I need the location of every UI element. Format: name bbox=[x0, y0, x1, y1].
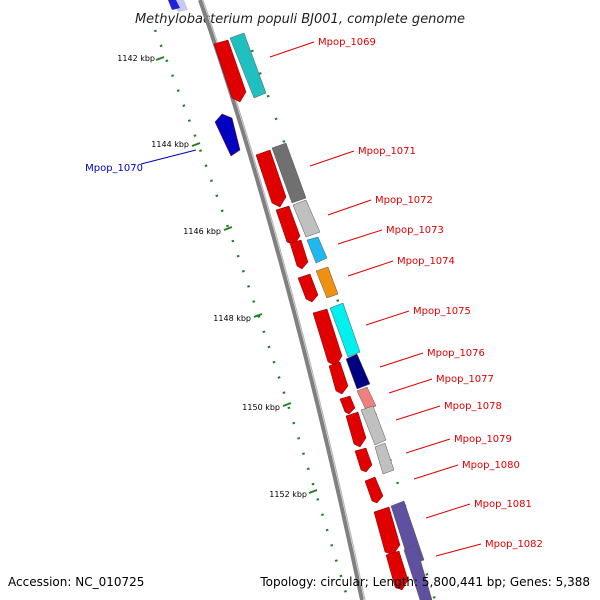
gene-label[interactable]: Mpop_1078 bbox=[444, 401, 502, 412]
cog-box[interactable] bbox=[374, 442, 395, 475]
tick-label: 1146 kbp bbox=[183, 227, 221, 236]
tick-label: 1152 kbp bbox=[269, 490, 307, 499]
gene-label-leader bbox=[347, 260, 394, 277]
gene-label[interactable]: Mpop_1082 bbox=[485, 539, 543, 550]
gene-arrow[interactable] bbox=[214, 113, 241, 157]
cog-box[interactable] bbox=[360, 405, 387, 446]
tick-mark bbox=[308, 489, 318, 494]
gene-arrow[interactable] bbox=[275, 205, 301, 246]
gene-label-leader bbox=[269, 41, 315, 58]
gene-mpop_1075[interactable] bbox=[312, 302, 361, 367]
tick-mark bbox=[191, 142, 201, 147]
cog-box[interactable] bbox=[356, 386, 377, 411]
tick-label: 1144 kbp bbox=[151, 140, 189, 149]
gene-mpop_1074[interactable] bbox=[297, 266, 339, 303]
tick-mark bbox=[253, 313, 263, 318]
cog-box[interactable] bbox=[329, 302, 361, 358]
gene-arrow[interactable] bbox=[297, 273, 319, 303]
gene-mpop_1077[interactable] bbox=[339, 386, 377, 415]
gene-label-leader bbox=[395, 405, 441, 421]
gene-arrow[interactable] bbox=[213, 39, 247, 103]
gene-label-leader bbox=[435, 543, 482, 557]
gene-arrow[interactable] bbox=[373, 506, 401, 556]
gene-mpop_1082[interactable] bbox=[385, 544, 433, 600]
cog-box[interactable] bbox=[292, 199, 321, 238]
gene-label[interactable]: Mpop_1071 bbox=[358, 146, 416, 157]
gene-mpop_1076[interactable] bbox=[328, 353, 371, 395]
gene-layer bbox=[213, 32, 433, 600]
gene-label-leader bbox=[337, 229, 383, 245]
gene-label[interactable]: Mpop_1077 bbox=[436, 374, 494, 385]
tick-label: 1150 kbp bbox=[242, 403, 280, 412]
cog-box[interactable] bbox=[315, 266, 339, 299]
gene-arrow-top-partial-blue bbox=[168, 0, 180, 10]
gene-arrow[interactable] bbox=[255, 149, 287, 208]
gene-label-leader bbox=[327, 199, 372, 216]
gene-arrow[interactable] bbox=[328, 361, 349, 395]
gene-arrow[interactable] bbox=[385, 550, 409, 591]
gene-arrow[interactable] bbox=[339, 395, 356, 415]
tick-label: 1148 kbp bbox=[213, 314, 251, 323]
gene-label-leader bbox=[388, 378, 433, 394]
gene-mpop_1079[interactable] bbox=[354, 442, 395, 475]
tick-mark bbox=[155, 56, 165, 61]
gene-label-leader bbox=[379, 352, 424, 368]
gene-arrow[interactable] bbox=[345, 411, 367, 448]
gene-mpop_1078[interactable] bbox=[345, 405, 387, 448]
gene-label-leader bbox=[365, 310, 410, 326]
gene-label[interactable]: Mpop_1070 bbox=[85, 163, 143, 174]
gene-arrow[interactable] bbox=[364, 476, 384, 504]
cog-box[interactable] bbox=[229, 32, 267, 99]
gene-label-leader bbox=[413, 464, 459, 480]
accession-label: Accession: NC_010725 bbox=[8, 575, 144, 589]
gene-label[interactable]: Mpop_1074 bbox=[397, 256, 455, 267]
gene-label-leader bbox=[309, 150, 355, 167]
label-layer: Mpop_1069 Mpop_1070 Mpop_1071 Mpop_1072 Mpop… bbox=[85, 37, 543, 557]
tick-dotted-line bbox=[153, 29, 350, 600]
gene-label[interactable]: Mpop_1069 bbox=[318, 37, 376, 48]
cog-box[interactable] bbox=[306, 236, 328, 264]
cog-box[interactable] bbox=[271, 142, 307, 204]
gene-label[interactable]: Mpop_1081 bbox=[474, 499, 532, 510]
gene-mpop_1080[interactable] bbox=[364, 476, 384, 504]
cog-box[interactable] bbox=[403, 544, 433, 600]
gene-arrow[interactable] bbox=[312, 308, 343, 367]
gene-label[interactable]: Mpop_1076 bbox=[427, 348, 485, 359]
gene-mpop_1073[interactable] bbox=[289, 236, 328, 270]
gene-arrow[interactable] bbox=[354, 447, 373, 473]
topology-label: Topology: circular; Length: 5,800,441 bp… bbox=[259, 575, 590, 589]
gene-mpop_1071[interactable] bbox=[255, 142, 307, 208]
gene-mpop_1072[interactable] bbox=[275, 199, 321, 246]
gene-label[interactable]: Mpop_1080 bbox=[462, 460, 520, 471]
gene-mpop_1070[interactable] bbox=[214, 113, 241, 157]
gene-label[interactable]: Mpop_1073 bbox=[386, 225, 444, 236]
gene-label-leader bbox=[140, 149, 197, 165]
cog-box[interactable] bbox=[345, 353, 371, 390]
gene-mpop_1069[interactable] bbox=[213, 32, 267, 103]
gene-label-leader bbox=[405, 438, 451, 454]
tick-label: 1142 kbp bbox=[117, 54, 155, 63]
tick-layer: 1142 kbp 1144 kbp 1146 kbp 1148 kbp 1150 kbp… bbox=[117, 29, 437, 600]
gene-label[interactable]: Mpop_1075 bbox=[413, 306, 471, 317]
gene-arrow[interactable] bbox=[289, 239, 309, 270]
genome-title: Methylobacterium populi BJ001, complete … bbox=[135, 12, 465, 27]
tick-mark bbox=[282, 402, 292, 407]
gene-label[interactable]: Mpop_1079 bbox=[454, 434, 512, 445]
tick-mark bbox=[223, 226, 233, 231]
gene-label[interactable]: Mpop_1072 bbox=[375, 195, 433, 206]
gene-label-leader bbox=[425, 503, 471, 519]
